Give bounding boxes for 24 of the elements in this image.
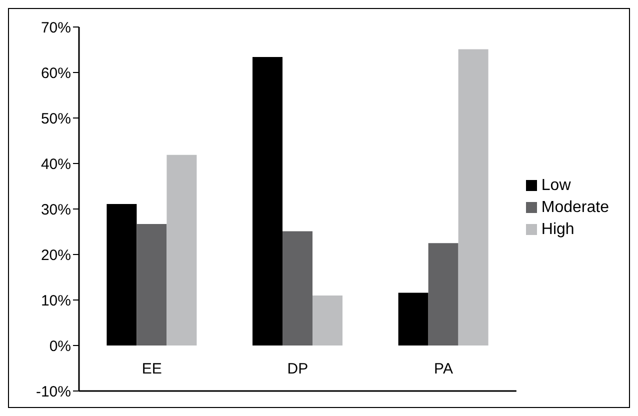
bar	[282, 231, 313, 346]
x-tick-label: PA	[434, 360, 453, 378]
bar	[166, 154, 197, 346]
legend-label: High	[541, 221, 574, 238]
bar	[136, 224, 167, 346]
y-tick-label: 20%	[40, 246, 71, 264]
bar	[398, 292, 428, 346]
y-tick-label: 30%	[40, 201, 71, 218]
bar	[458, 49, 488, 346]
y-tick-label: 10%	[40, 292, 71, 310]
legend-label: Low	[541, 177, 571, 194]
bar	[252, 57, 283, 346]
x-tick-label: EE	[142, 360, 162, 378]
y-tick-label: 0%	[49, 338, 71, 355]
y-tick-label: 60%	[40, 64, 71, 82]
bar	[312, 295, 343, 346]
y-tick-label: 40%	[40, 156, 71, 173]
y-tick-label: 50%	[40, 110, 71, 128]
bar	[428, 243, 458, 346]
legend-label: Moderate	[541, 199, 609, 216]
y-tick-label: -10%	[36, 383, 71, 400]
bar	[106, 204, 137, 346]
x-tick-label: DP	[287, 360, 308, 378]
y-tick-label: 70%	[40, 19, 71, 36]
